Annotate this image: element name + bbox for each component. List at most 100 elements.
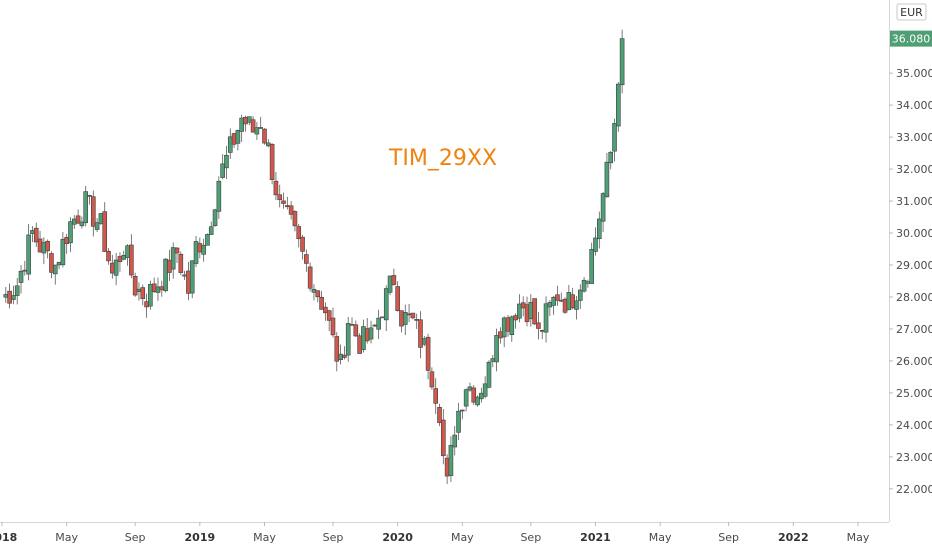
- candle-up: [205, 234, 210, 246]
- time-tick-label: May: [253, 531, 276, 544]
- candle-up: [11, 295, 16, 300]
- candle-down: [102, 211, 108, 252]
- candle-down: [353, 324, 359, 337]
- candle-up: [201, 244, 206, 255]
- candle-down: [296, 226, 302, 239]
- candle-down: [300, 236, 305, 252]
- price-tick-label: 29.000: [896, 259, 932, 272]
- candle-down: [410, 312, 416, 319]
- candle-down: [117, 256, 123, 263]
- candle-up: [585, 281, 591, 284]
- candle-up: [83, 191, 88, 224]
- candle-down: [243, 116, 248, 125]
- candle-down: [364, 328, 370, 342]
- candle-up: [456, 410, 461, 433]
- candle-up: [616, 83, 621, 127]
- candle-up: [551, 296, 556, 306]
- time-tick-label: 2022: [778, 531, 809, 544]
- candle-down: [132, 275, 138, 296]
- candle-up: [596, 218, 602, 240]
- candle-up: [501, 317, 507, 338]
- price-tick-label: 35.000: [896, 67, 932, 80]
- candle-down: [49, 253, 54, 273]
- candle-down: [144, 301, 149, 308]
- candle-up: [482, 383, 488, 397]
- candle-down: [45, 240, 50, 252]
- candle-down: [399, 310, 404, 327]
- candle-down: [292, 211, 298, 227]
- candle-down: [250, 119, 256, 133]
- candle-up: [604, 161, 610, 198]
- candle-down: [391, 275, 397, 285]
- time-tick-label: Sep: [323, 531, 344, 544]
- candle-down: [269, 143, 275, 180]
- candle-down: [437, 407, 442, 423]
- candle-down: [441, 419, 446, 457]
- last-price-badge: 36.080: [890, 30, 932, 47]
- candle-down: [186, 270, 191, 294]
- candle-down: [167, 259, 172, 273]
- candle-down: [87, 195, 92, 197]
- candle-down: [64, 237, 69, 244]
- candle-up: [589, 249, 594, 284]
- candle-down: [536, 322, 541, 329]
- candle-down: [562, 298, 568, 313]
- candle-down: [555, 294, 560, 301]
- time-tick-label: 2018: [0, 531, 17, 544]
- time-tick-label: Sep: [718, 531, 739, 544]
- time-tick-label: May: [649, 531, 672, 544]
- candle-up: [387, 275, 393, 293]
- candle-up: [220, 163, 225, 178]
- candle-down: [288, 205, 294, 215]
- candle-down: [22, 269, 28, 272]
- candle-up: [208, 226, 214, 235]
- candle-up: [266, 142, 271, 147]
- candle-up: [547, 302, 553, 308]
- candle-down: [372, 324, 378, 327]
- candle-up: [189, 260, 195, 294]
- candle-down: [524, 304, 530, 323]
- candle-up: [136, 288, 142, 293]
- candle-down: [505, 317, 511, 332]
- candle-up: [338, 353, 343, 361]
- candle-down: [273, 180, 279, 196]
- candle-up: [235, 130, 241, 144]
- candle-down: [159, 286, 165, 291]
- candle-up: [448, 445, 454, 476]
- candle-up: [566, 292, 572, 311]
- candle-up: [113, 259, 119, 276]
- candle-up: [608, 151, 614, 164]
- candle-down: [231, 133, 237, 145]
- price-tick-label: 28.000: [896, 291, 932, 304]
- candle-up: [71, 218, 77, 225]
- candle-up: [246, 116, 252, 123]
- candle-up: [18, 270, 24, 283]
- candle-down: [471, 387, 477, 403]
- candle-down: [75, 215, 81, 224]
- candle-down: [129, 244, 134, 276]
- candle-up: [600, 193, 606, 222]
- candle-down: [539, 330, 545, 332]
- currency-badge[interactable]: EUR: [896, 3, 927, 21]
- candle-up: [475, 396, 480, 406]
- time-tick-label: Sep: [125, 531, 146, 544]
- candle-up: [163, 258, 168, 292]
- candle-down: [37, 238, 43, 253]
- time-tick-label: 2019: [185, 531, 216, 544]
- candle-up: [60, 238, 66, 266]
- time-tick-label: Sep: [520, 531, 541, 544]
- candle-down: [174, 247, 180, 254]
- candle-up: [224, 154, 229, 169]
- candle-up: [361, 326, 366, 351]
- price-axis: 22.000 23.000 24.000 25.000 26.000 27.000 28.0…: [889, 67, 932, 496]
- candle-up: [612, 123, 617, 152]
- candle-down: [406, 313, 412, 316]
- candle-up: [460, 409, 465, 412]
- candle-up: [52, 264, 58, 275]
- candles: [3, 29, 625, 484]
- last-price-label: 36.080: [892, 33, 931, 46]
- candle-up: [193, 241, 199, 264]
- candle-up: [463, 389, 469, 407]
- candle-down: [197, 243, 203, 253]
